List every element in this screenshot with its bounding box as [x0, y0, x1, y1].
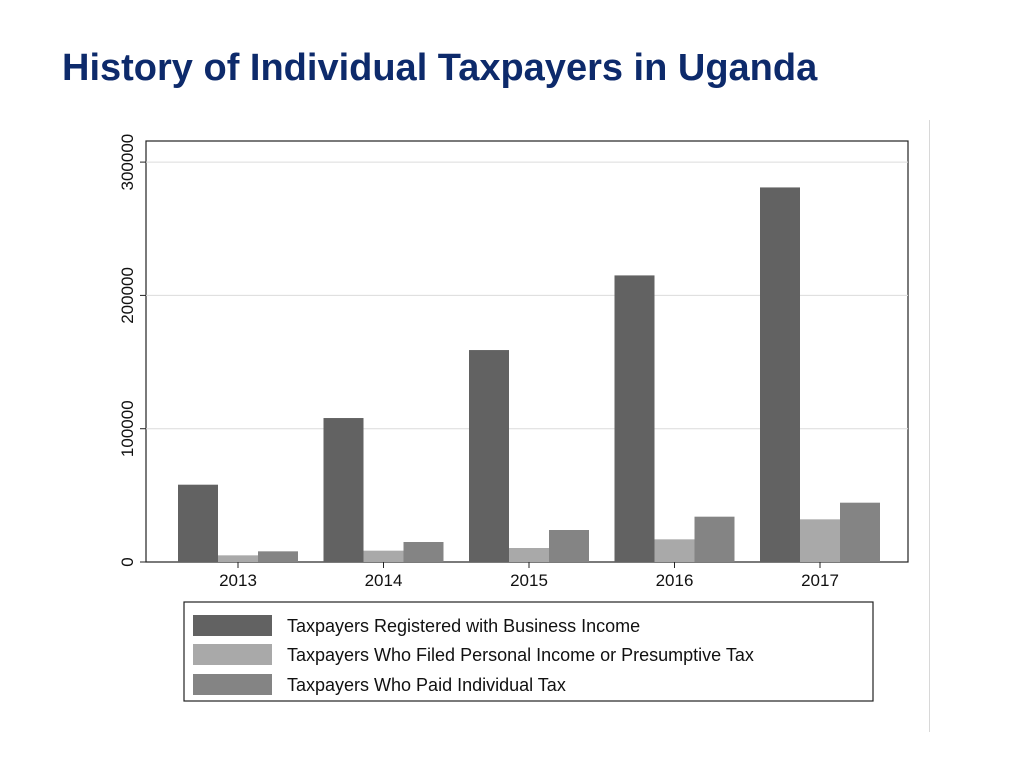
bar-series-1-2015: [469, 350, 509, 562]
bar-series-1-2013: [178, 484, 218, 562]
legend-label-series-1: Taxpayers Registered with Business Incom…: [287, 616, 640, 636]
legend-swatch-series-3: [193, 674, 272, 695]
y-axis: 0 100000 200000 300000: [118, 134, 146, 567]
bar-series-1-2017: [760, 187, 800, 562]
y-tick-label: 200000: [118, 267, 137, 324]
bar-series-2-2017: [800, 519, 840, 562]
bar-series-3-2016: [694, 516, 735, 562]
x-tick-label: 2016: [656, 571, 694, 590]
y-tick-label: 300000: [118, 134, 137, 191]
y-tick-label: 100000: [118, 400, 137, 457]
legend-box: [183, 601, 874, 702]
slide-divider-line: [929, 120, 930, 732]
bar-series-3-2014: [403, 542, 444, 562]
bar-series-3-2015: [549, 530, 589, 562]
bars: [178, 187, 880, 562]
bar-series-2-2013: [218, 555, 258, 562]
slide-title: History of Individual Taxpayers in Ugand…: [62, 47, 818, 89]
bar-series-2-2016: [654, 539, 695, 562]
x-tick-label: 2013: [219, 571, 257, 590]
y-tick-label: 0: [118, 557, 137, 566]
x-tick-label: 2015: [510, 571, 548, 590]
legend-swatch-series-1: [193, 615, 272, 636]
bar-series-3-2013: [258, 551, 298, 562]
x-tick-label: 2014: [365, 571, 403, 590]
bar-series-1-2016: [614, 275, 655, 562]
legend-swatch-series-2: [193, 644, 272, 665]
bar-series-2-2015: [509, 548, 549, 562]
bar-series-3-2017: [840, 502, 880, 562]
bar-series-1-2014: [323, 418, 364, 562]
legend: Taxpayers Registered with Business Incom…: [183, 601, 874, 702]
bar-series-2-2014: [363, 550, 404, 562]
legend-label-series-2: Taxpayers Who Filed Personal Income or P…: [287, 645, 754, 665]
x-axis: 2013 2014 2015 2016 2017: [219, 562, 839, 590]
legend-label-series-3: Taxpayers Who Paid Individual Tax: [287, 675, 566, 695]
x-tick-label: 2017: [801, 571, 839, 590]
